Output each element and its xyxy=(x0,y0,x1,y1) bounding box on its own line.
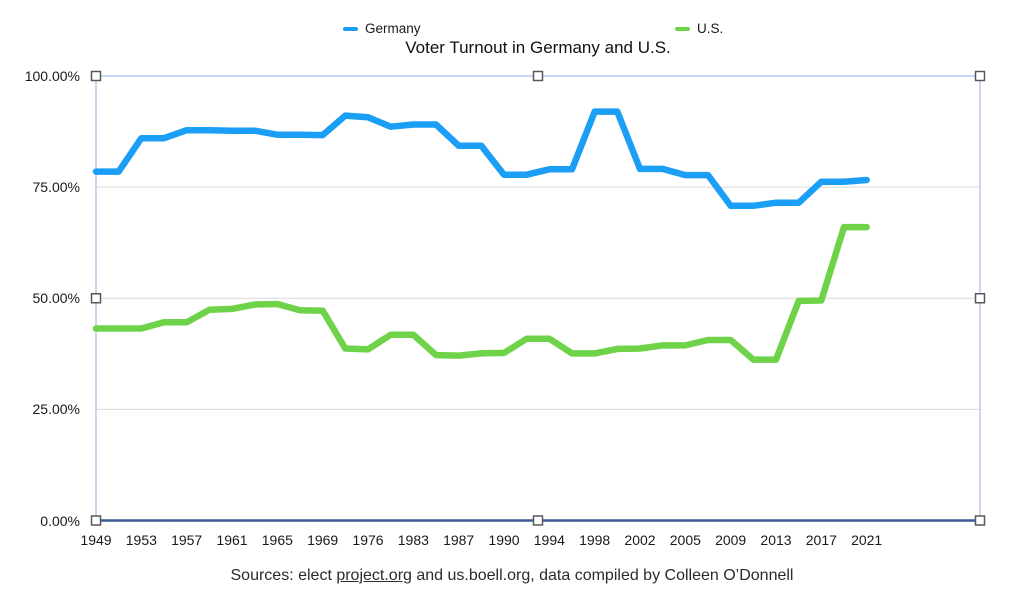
x-tick-label: 2005 xyxy=(669,532,701,548)
x-tick-label: 1957 xyxy=(171,532,203,548)
x-tick-label: 1949 xyxy=(80,532,112,548)
germany-legend-swatch-icon xyxy=(343,27,358,31)
sources-caption: Sources: elect project.org and us.boell.… xyxy=(0,567,1024,585)
x-tick-label: 1969 xyxy=(307,532,339,548)
selection-handle[interactable] xyxy=(532,515,544,526)
selection-handle[interactable] xyxy=(90,293,102,304)
selection-handle[interactable] xyxy=(90,70,102,82)
x-tick-label: 2002 xyxy=(624,532,656,548)
selection-handle[interactable] xyxy=(974,293,986,304)
x-tick-label: 1994 xyxy=(533,532,565,548)
y-tick-label: 25.00% xyxy=(32,401,80,418)
y-tick-label: 0.00% xyxy=(40,512,80,529)
x-tick-label: 1953 xyxy=(125,532,157,548)
y-tick-label: 75.00% xyxy=(32,179,80,196)
y-tick-label: 100.00% xyxy=(24,68,80,84)
caption-suffix: and us.boell.org, data compiled by Colle… xyxy=(411,567,794,584)
selection-handle[interactable] xyxy=(90,515,102,526)
selection-handle[interactable] xyxy=(532,70,544,82)
us-series-line[interactable] xyxy=(92,223,870,363)
y-tick-label: 50.00% xyxy=(32,290,80,307)
x-tick-label: 1983 xyxy=(397,532,429,548)
x-tick-label: 1998 xyxy=(579,532,611,548)
x-tick-label: 1976 xyxy=(352,532,384,548)
legend-label-germany: Germany xyxy=(365,21,421,36)
x-tick-label: 1965 xyxy=(261,532,293,548)
chart-title: Voter Turnout in Germany and U.S. xyxy=(405,38,671,57)
selection-handle[interactable] xyxy=(974,70,986,82)
caption-link[interactable]: project.org xyxy=(336,567,412,584)
x-tick-label: 2021 xyxy=(851,532,883,548)
x-tick-label: 2017 xyxy=(805,532,837,548)
x-tick-label: 1961 xyxy=(216,532,248,548)
x-tick-label: 2009 xyxy=(715,532,747,548)
us-legend-swatch-icon xyxy=(675,27,690,31)
legend-label-us: U.S. xyxy=(697,21,724,36)
x-tick-label: 1987 xyxy=(443,532,475,548)
x-tick-label: 2013 xyxy=(760,532,792,548)
selection-handle[interactable] xyxy=(974,515,986,526)
caption-prefix: Sources: elect xyxy=(230,567,337,584)
x-tick-label: 1990 xyxy=(488,532,520,548)
germany-series-line[interactable] xyxy=(92,108,870,210)
legend-item-germany[interactable]: Germany xyxy=(343,21,421,37)
legend-item-us[interactable]: U.S. xyxy=(675,21,723,37)
